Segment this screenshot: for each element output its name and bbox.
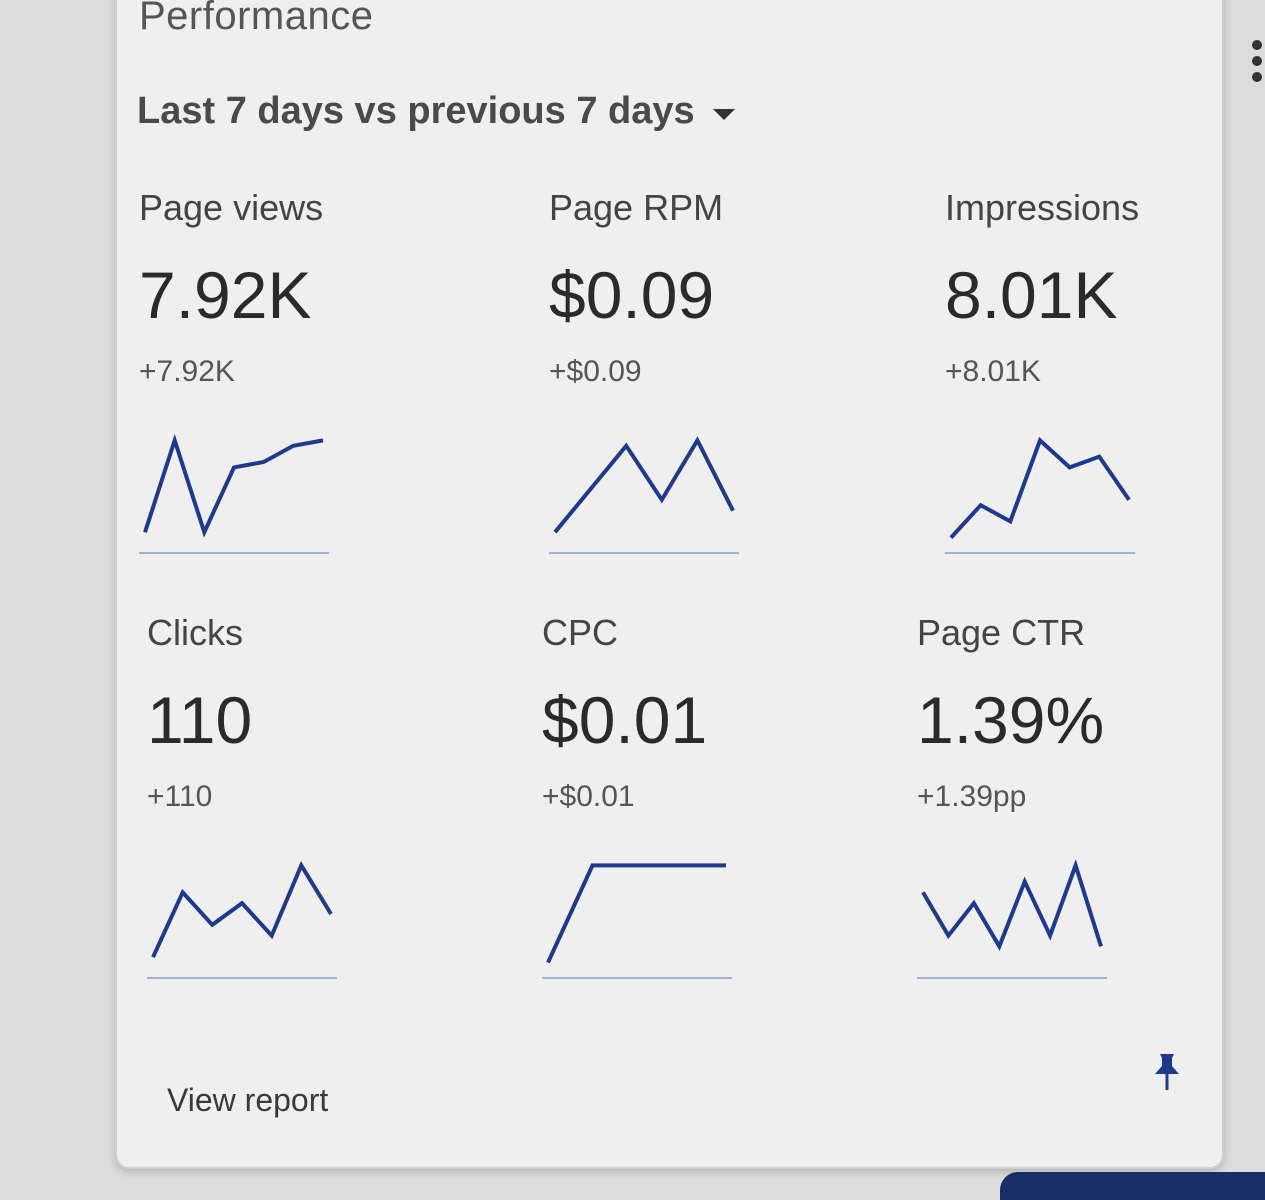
metric-cpc[interactable]: CPC $0.01 +$0.01 [542, 612, 842, 984]
metric-label: Page RPM [549, 187, 724, 228]
metric-label: CPC [542, 612, 619, 653]
caret-down-icon [712, 109, 735, 120]
metric-delta: +1.39pp [917, 780, 1027, 813]
sparkline-chart [139, 433, 329, 554]
sparkline-chart [147, 861, 337, 979]
performance-card: Performance Last 7 days vs previous 7 da… [115, 0, 1224, 1169]
card-title: Performance [139, 0, 374, 38]
metric-page-ctr[interactable]: Page CTR 1.39% +1.39pp [917, 612, 1217, 984]
metric-value: $0.01 [542, 683, 708, 757]
more-options-icon[interactable] [1252, 40, 1265, 90]
sparkline-chart [945, 436, 1135, 554]
sparkline-chart [542, 863, 732, 979]
metric-label: Clicks [147, 612, 243, 653]
metric-page-rpm[interactable]: Page RPM $0.09 +$0.09 [549, 187, 849, 559]
sparkline-line [553, 436, 735, 534]
sparkline-line [151, 861, 333, 959]
sparkline-chart [917, 859, 1107, 979]
metric-delta: +$0.01 [542, 780, 635, 813]
sparkline-chart [549, 436, 739, 554]
pin-icon[interactable] [1152, 1052, 1182, 1092]
metric-page-views[interactable]: Page views 7.92K +7.92K [139, 187, 439, 559]
sparkline-line [143, 433, 324, 538]
metric-label: Page views [139, 187, 324, 228]
date-range-label: Last 7 days vs previous 7 days [137, 90, 695, 132]
sparkline-line [949, 436, 1131, 539]
bottom-panel-edge [1000, 1172, 1265, 1200]
metric-value: $0.09 [549, 258, 715, 332]
metric-value: 8.01K [945, 258, 1118, 332]
metric-label: Page CTR [917, 612, 1086, 653]
sparkline-line [921, 859, 1103, 951]
metric-clicks[interactable]: Clicks 110 +110 [147, 612, 447, 984]
view-report-link[interactable]: View report [167, 1082, 329, 1118]
metric-delta: +7.92K [139, 355, 235, 388]
metric-label: Impressions [945, 187, 1140, 228]
metric-impressions[interactable]: Impressions 8.01K +8.01K [945, 187, 1245, 559]
metric-value: 1.39% [917, 683, 1105, 757]
metric-delta: +$0.09 [549, 355, 642, 388]
date-range-dropdown[interactable]: Last 7 days vs previous 7 days [137, 90, 735, 133]
metric-delta: +110 [147, 780, 213, 813]
metric-value: 110 [147, 683, 253, 757]
metric-delta: +8.01K [945, 355, 1041, 388]
sparkline-line [546, 863, 726, 964]
metric-value: 7.92K [139, 258, 312, 332]
